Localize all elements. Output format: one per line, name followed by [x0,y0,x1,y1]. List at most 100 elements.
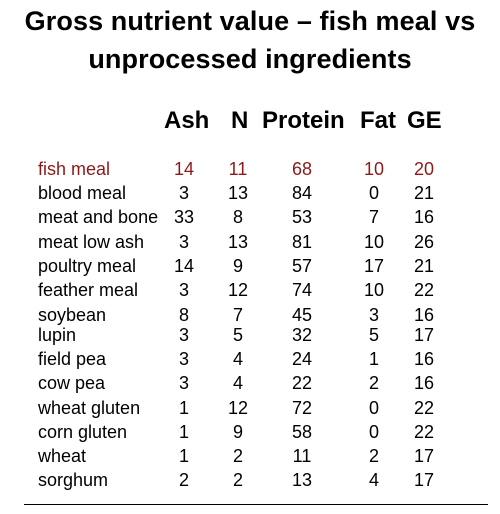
cell-protein: 24 [291,349,313,369]
table-row: feather meal 3 12 74 10 22 [0,278,500,302]
cell-n: 12 [227,280,249,300]
cell-n: 4 [232,373,243,393]
cell-ge: 21 [413,256,435,276]
cell-ge: 26 [413,232,435,252]
cell-fat: 10 [363,232,385,252]
cell-protein: 81 [291,232,313,252]
ingredient-name: meat and bone [38,207,159,227]
table-row: fish meal 14 11 68 10 20 [0,157,500,181]
cell-n: 4 [232,349,243,369]
table-row: cow pea 3 4 22 2 16 [0,371,500,395]
cell-n: 5 [232,325,243,345]
cell-n: 2 [232,446,243,466]
table-row: blood meal 3 13 84 0 21 [0,181,500,205]
cell-fat: 2 [368,373,379,393]
cell-ge: 22 [413,398,435,418]
cell-protein: 84 [291,183,313,203]
ingredient-name: wheat gluten [38,398,141,418]
cell-n: 11 [228,159,248,179]
cell-protein: 13 [291,470,313,490]
cell-ge: 16 [413,373,435,393]
cell-protein: 72 [291,398,313,418]
ingredient-name: poultry meal [38,256,137,276]
title-line-1: Gross nutrient value – fish meal vs [24,6,476,36]
table-row: field pea 3 4 24 1 16 [0,347,500,371]
ingredient-name: field pea [38,349,107,369]
ingredient-name: soybean [38,305,107,325]
cell-fat: 3 [368,305,379,325]
cell-ash: 2 [178,470,189,490]
cell-ge: 17 [413,325,435,345]
cell-protein: 32 [291,325,313,345]
cell-protein: 68 [291,159,313,179]
ingredient-name: cow pea [38,373,106,393]
ingredient-name: lupin [38,325,77,345]
cell-ash: 8 [178,305,189,325]
cell-protein: 53 [291,207,313,227]
cell-ge: 22 [413,280,435,300]
cell-n: 12 [227,398,249,418]
cell-fat: 1 [368,349,379,369]
bottom-divider [24,504,488,505]
cell-ash: 3 [178,349,189,369]
cell-n: 2 [232,470,243,490]
table-row: soybean 8 7 45 3 16 [0,303,500,327]
cell-protein: 45 [291,305,313,325]
cell-ash: 3 [178,183,189,203]
cell-ash: 33 [173,207,195,227]
cell-fat: 0 [368,398,379,418]
cell-n: 9 [232,422,243,442]
column-header-ge: GE [407,107,442,134]
cell-ge: 16 [413,305,435,325]
cell-fat: 7 [368,207,379,227]
cell-ge: 16 [413,349,435,369]
table-row: lupin 3 5 32 5 17 [0,323,500,347]
cell-ge: 17 [413,470,435,490]
cell-ge: 22 [413,422,435,442]
cell-n: 13 [227,232,249,252]
table-row: wheat gluten 1 12 72 0 22 [0,396,500,420]
table-row: wheat 1 2 11 2 17 [0,444,500,468]
cell-fat: 0 [368,422,379,442]
cell-fat: 5 [368,325,379,345]
cell-fat: 17 [363,256,385,276]
cell-n: 13 [227,183,249,203]
cell-n: 8 [232,207,243,227]
cell-ash: 3 [178,280,189,300]
cell-protein: 22 [291,373,313,393]
ingredient-name: wheat [38,446,87,466]
cell-ash: 3 [178,325,189,345]
cell-ash: 1 [178,398,189,418]
ingredient-name: fish meal [38,159,111,179]
cell-fat: 2 [368,446,379,466]
ingredient-name: corn gluten [38,422,128,442]
ingredient-name: meat low ash [38,232,145,252]
cell-ash: 3 [178,232,189,252]
column-header-fat: Fat [360,107,396,134]
cell-fat: 4 [368,470,379,490]
cell-protein: 11 [292,446,312,466]
cell-ash: 14 [173,159,195,179]
title-line-2: unprocessed ingredients [88,44,412,74]
cell-protein: 74 [291,280,313,300]
table-row: corn gluten 1 9 58 0 22 [0,420,500,444]
cell-protein: 57 [291,256,313,276]
cell-ge: 17 [413,446,435,466]
cell-fat: 0 [368,183,379,203]
ingredient-name: feather meal [38,280,139,300]
cell-fat: 10 [363,280,385,300]
ingredient-name: blood meal [38,183,127,203]
cell-n: 9 [232,256,243,276]
table-row: poultry meal 14 9 57 17 21 [0,254,500,278]
cell-ash: 3 [178,373,189,393]
table-row: sorghum 2 2 13 4 17 [0,468,500,492]
column-header-n: N [231,107,249,134]
cell-ge: 21 [413,183,435,203]
column-header-ash: Ash [164,107,210,134]
cell-protein: 58 [291,422,313,442]
cell-ge: 16 [413,207,435,227]
cell-ash: 1 [178,422,189,442]
column-header-protein: Protein [262,107,345,134]
table-row: meat and bone 33 8 53 7 16 [0,205,500,229]
